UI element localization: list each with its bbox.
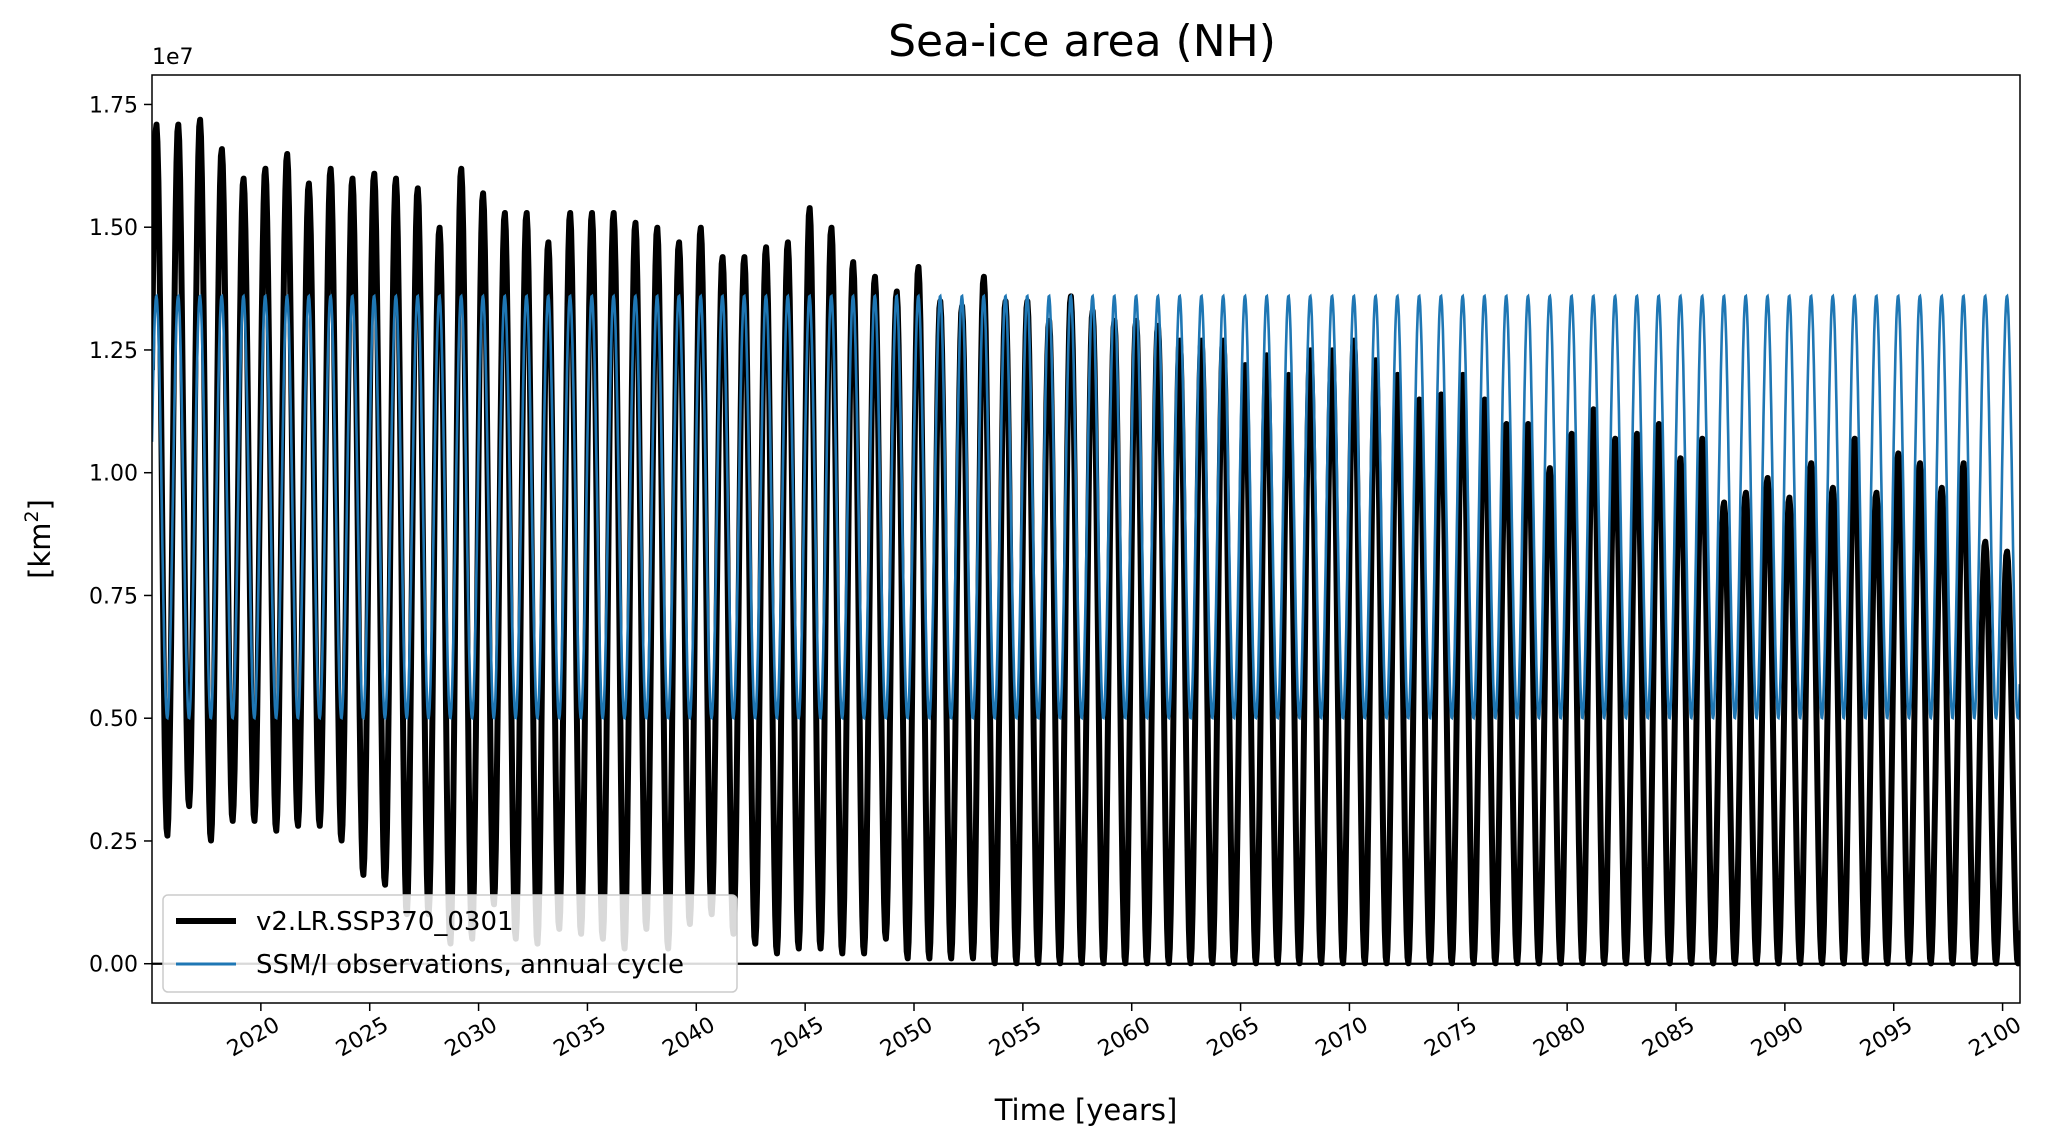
plot-frame [151,74,2021,1004]
legend-box [162,894,738,993]
y-axis-label-close: ] [23,499,57,510]
y-tick-label: 0.50 [89,707,138,732]
y-tick-label: 0.75 [89,584,138,609]
y-axis: 0.00 0.25 0.50 0.75 1.00 1.25 1.50 1.75 [89,93,152,978]
series-line-observations [152,293,2020,721]
y-scale-label: 1e7 [152,45,194,70]
y-axis-label: [km2] [21,499,57,579]
legend: v2.LR.SSP370_0301 SSM/I observations, an… [162,894,738,993]
y-axis-label-main: [km [23,523,57,579]
y-tick-label: 0.25 [89,830,138,855]
y-axis-label-superscript: 2 [21,510,43,522]
x-axis-label: Time [years] [994,1093,1178,1127]
chart-title: Sea-ice area (NH) [888,16,1276,67]
series-line-model [152,116,2020,967]
y-tick-label: 1.25 [89,339,138,364]
legend-label-observations: SSM/I observations, annual cycle [256,950,684,980]
y-tick-label: 1.50 [89,216,138,241]
y-tick-label: 1.00 [89,462,138,487]
legend-label-model: v2.LR.SSP370_0301 [256,907,514,937]
y-tick-label: 0.00 [89,953,138,978]
y-tick-label: 1.75 [89,93,138,118]
